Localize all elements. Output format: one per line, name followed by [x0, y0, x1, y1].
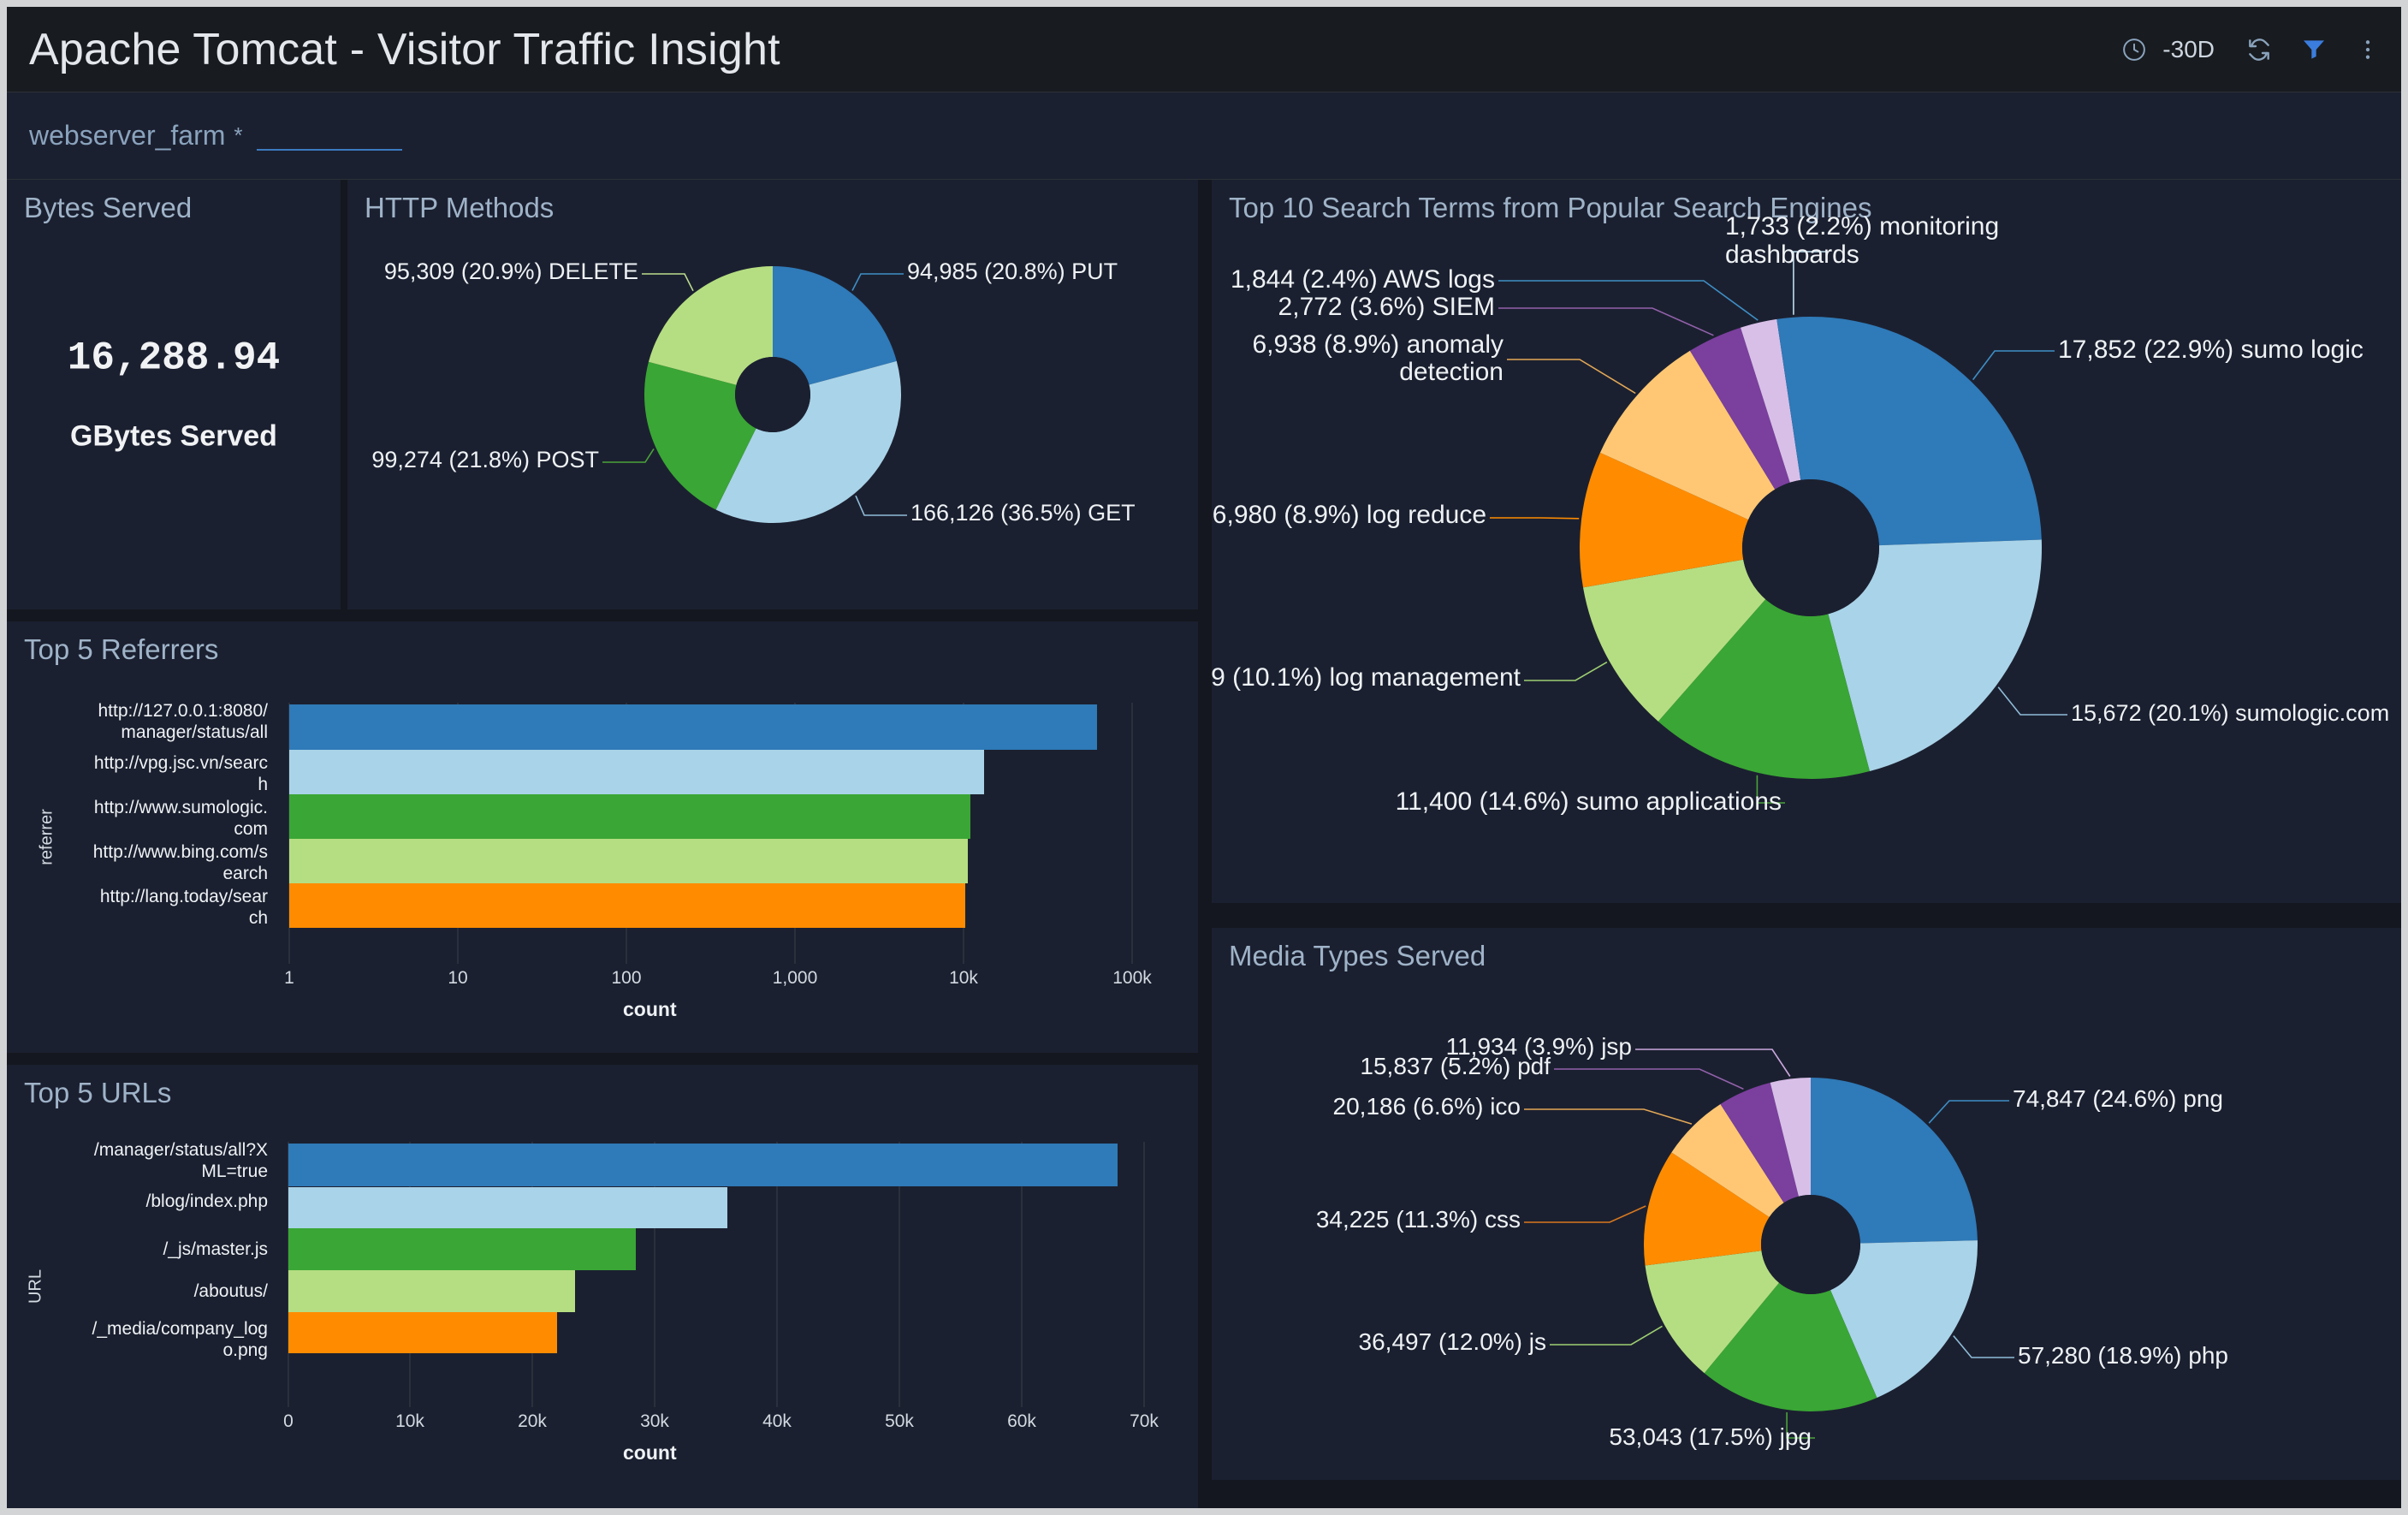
- svg-text:15,672 (20.1%) sumologic.com: 15,672 (20.1%) sumologic.com: [2071, 700, 2389, 726]
- svg-text:6,980 (8.9%) log reduce: 6,980 (8.9%) log reduce: [1213, 501, 1486, 529]
- svg-text:20,186 (6.6%) ico: 20,186 (6.6%) ico: [1333, 1093, 1521, 1120]
- svg-text:95,309 (20.9%) DELETE: 95,309 (20.9%) DELETE: [384, 258, 638, 284]
- svg-text:53,043 (17.5%) jpg: 53,043 (17.5%) jpg: [1609, 1423, 1812, 1450]
- svg-text:57,280 (18.9%) php: 57,280 (18.9%) php: [2018, 1342, 2228, 1369]
- svg-text:17,852 (22.9%) sumo logic: 17,852 (22.9%) sumo logic: [2058, 336, 2364, 364]
- svg-text:166,126 (36.5%) GET: 166,126 (36.5%) GET: [910, 500, 1136, 526]
- svg-text:1,733 (2.2%) monitoring: 1,733 (2.2%) monitoring: [1725, 212, 1999, 241]
- svg-text:99,274 (21.8%) POST: 99,274 (21.8%) POST: [371, 447, 599, 472]
- svg-text:detection: detection: [1399, 358, 1504, 386]
- svg-text:36,497 (12.0%) js: 36,497 (12.0%) js: [1359, 1328, 1546, 1355]
- svg-text:74,847 (24.6%) png: 74,847 (24.6%) png: [2013, 1085, 2223, 1112]
- svg-text:1,844 (2.4%) AWS logs: 1,844 (2.4%) AWS logs: [1231, 265, 1495, 294]
- svg-text:7,889 (10.1%) log management: 7,889 (10.1%) log management: [1212, 663, 1521, 692]
- svg-text:2,772 (3.6%) SIEM: 2,772 (3.6%) SIEM: [1278, 293, 1495, 321]
- svg-text:94,985 (20.8%) PUT: 94,985 (20.8%) PUT: [907, 258, 1118, 284]
- svg-text:11,934 (3.9%) jsp: 11,934 (3.9%) jsp: [1446, 1033, 1632, 1060]
- svg-text:dashboards: dashboards: [1725, 241, 1859, 269]
- svg-text:34,225 (11.3%) css: 34,225 (11.3%) css: [1316, 1206, 1521, 1233]
- svg-text:6,938 (8.9%) anomaly: 6,938 (8.9%) anomaly: [1253, 330, 1504, 359]
- svg-text:11,400 (14.6%) sumo applicatio: 11,400 (14.6%) sumo applications: [1396, 787, 1782, 816]
